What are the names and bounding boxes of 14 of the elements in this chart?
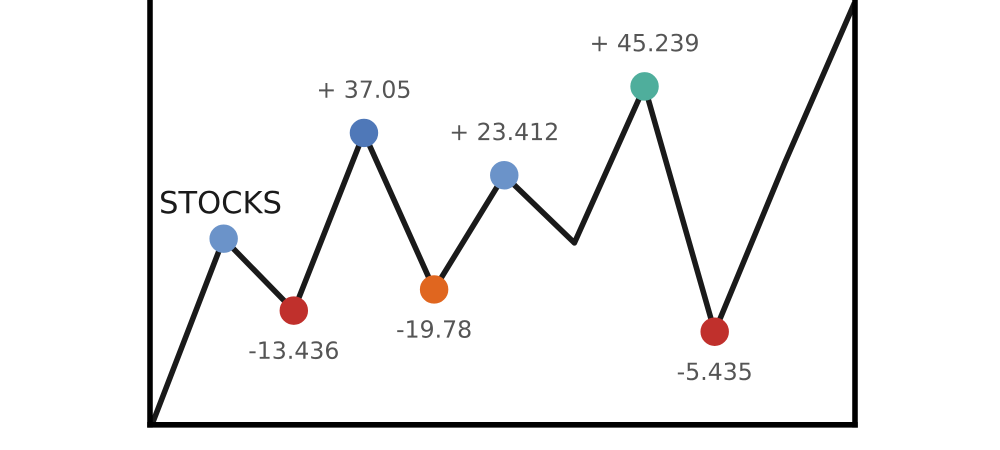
annotation: -13.436 <box>249 341 338 360</box>
point <box>209 224 238 253</box>
point <box>700 318 729 346</box>
point <box>630 72 659 101</box>
annotation: + 45.239 <box>592 34 698 52</box>
annotation: -5.435 <box>678 362 751 380</box>
point <box>490 161 518 190</box>
annotation: + 37.05 <box>319 80 410 98</box>
annotation: -19.78 <box>397 320 471 338</box>
point <box>420 275 448 304</box>
point <box>280 296 308 325</box>
point <box>350 118 378 148</box>
annotation: STOCKS <box>161 190 280 214</box>
annotation: + 23.412 <box>452 122 557 140</box>
